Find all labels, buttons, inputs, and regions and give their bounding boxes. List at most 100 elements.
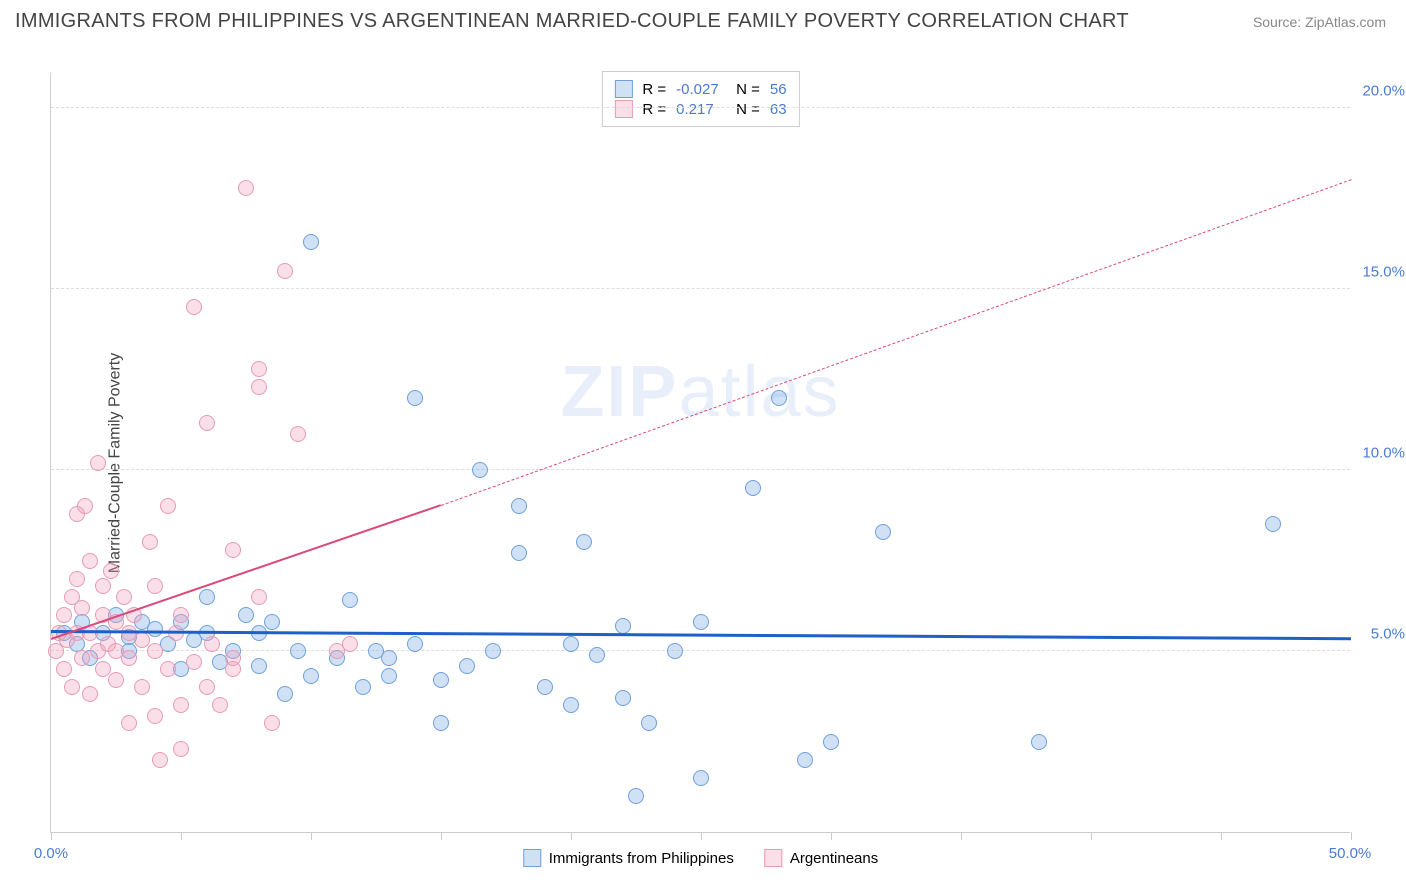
scatter-point [511,498,527,514]
scatter-point [277,263,293,279]
scatter-point [160,498,176,514]
x-tick [1091,832,1092,840]
scatter-point [641,715,657,731]
y-tick-label: 20.0% [1362,83,1405,100]
scatter-point [147,621,163,637]
scatter-point [225,650,241,666]
grid-line [51,650,1350,651]
scatter-point [745,480,761,496]
legend-swatch-icon [523,849,541,867]
scatter-point [74,600,90,616]
y-tick-label: 5.0% [1371,626,1405,643]
x-axis-max-label: 50.0% [1329,845,1372,862]
x-tick [701,832,702,840]
scatter-point [563,697,579,713]
n-label: N = [736,101,760,118]
chart-title: IMMIGRANTS FROM PHILIPPINES VS ARGENTINE… [15,10,1129,33]
scatter-point [433,715,449,731]
scatter-point [1031,734,1047,750]
scatter-point [823,734,839,750]
x-axis-min-label: 0.0% [34,845,68,862]
scatter-point [152,752,168,768]
scatter-point [199,679,215,695]
scatter-point [199,589,215,605]
y-tick-label: 15.0% [1362,264,1405,281]
legend-item: Argentineans [764,849,878,867]
legend-correlation-box: R = -0.027 N = 56 R = 0.217 N = 63 [601,71,799,127]
y-tick-label: 10.0% [1362,445,1405,462]
scatter-point [303,234,319,250]
scatter-point [199,415,215,431]
scatter-point [147,643,163,659]
scatter-point [1265,516,1281,532]
scatter-point [693,770,709,786]
scatter-point [82,553,98,569]
watermark: ZIPatlas [560,351,840,433]
grid-line [51,288,1350,289]
scatter-point [251,658,267,674]
scatter-point [90,455,106,471]
scatter-point [103,563,119,579]
scatter-point [472,462,488,478]
scatter-point [134,679,150,695]
scatter-point [264,715,280,731]
scatter-point [186,654,202,670]
scatter-point [251,379,267,395]
scatter-point [381,650,397,666]
scatter-point [56,607,72,623]
scatter-point [381,668,397,684]
scatter-point [82,686,98,702]
legend-series-box: Immigrants from Philippines Argentineans [523,849,878,867]
scatter-point [667,643,683,659]
x-tick [441,832,442,840]
legend-item: Immigrants from Philippines [523,849,734,867]
scatter-point [204,636,220,652]
scatter-point [303,668,319,684]
legend-label: Argentineans [790,850,878,867]
scatter-point [251,361,267,377]
source-attribution: Source: ZipAtlas.com [1253,14,1386,30]
scatter-point [290,643,306,659]
x-tick [831,832,832,840]
scatter-point [95,578,111,594]
x-tick [571,832,572,840]
scatter-point [589,647,605,663]
legend-swatch-icon [614,80,632,98]
scatter-point [56,661,72,677]
scatter-point [264,614,280,630]
scatter-point [771,390,787,406]
scatter-point [173,741,189,757]
scatter-point [238,607,254,623]
scatter-point [225,542,241,558]
scatter-point [277,686,293,702]
scatter-point [537,679,553,695]
grid-line [51,107,1350,108]
scatter-point [69,571,85,587]
scatter-point [355,679,371,695]
scatter-point [628,788,644,804]
scatter-point [563,636,579,652]
n-value: 56 [770,81,787,98]
scatter-point [147,708,163,724]
n-value: 63 [770,101,787,118]
x-tick [311,832,312,840]
scatter-point [238,180,254,196]
x-tick [51,832,52,840]
scatter-point [173,607,189,623]
legend-row: R = -0.027 N = 56 [614,80,786,98]
r-value: -0.027 [676,81,726,98]
scatter-point [615,618,631,634]
trend-line [51,630,1351,640]
legend-row: R = 0.217 N = 63 [614,100,786,118]
n-label: N = [736,81,760,98]
grid-line [51,469,1350,470]
scatter-point [342,636,358,652]
x-tick [961,832,962,840]
r-label: R = [642,81,666,98]
scatter-point [875,524,891,540]
scatter-point [142,534,158,550]
scatter-point [116,589,132,605]
chart-container: Married-Couple Family Poverty ZIPatlas R… [0,38,1406,888]
trend-line [441,180,1351,507]
x-tick [181,832,182,840]
